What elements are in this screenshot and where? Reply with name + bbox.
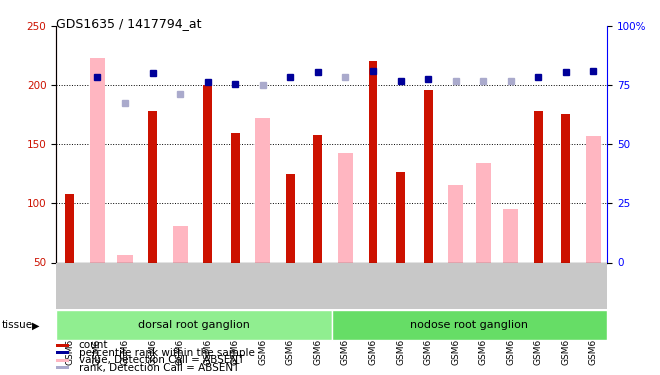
Bar bbox=[56, 344, 69, 347]
Text: count: count bbox=[79, 340, 108, 351]
Bar bbox=[117, 255, 133, 262]
Text: tissue: tissue bbox=[1, 321, 32, 330]
Bar bbox=[338, 153, 353, 262]
Bar bbox=[332, 310, 607, 340]
Text: value, Detection Call = ABSENT: value, Detection Call = ABSENT bbox=[79, 356, 244, 365]
Text: rank, Detection Call = ABSENT: rank, Detection Call = ABSENT bbox=[79, 363, 239, 373]
Bar bbox=[172, 226, 187, 262]
Bar bbox=[503, 209, 518, 262]
Bar bbox=[424, 90, 432, 262]
Bar bbox=[255, 118, 271, 262]
Bar bbox=[56, 366, 69, 369]
Bar bbox=[476, 163, 491, 262]
Text: GDS1635 / 1417794_at: GDS1635 / 1417794_at bbox=[56, 17, 201, 30]
Bar bbox=[562, 114, 570, 262]
Bar bbox=[534, 111, 543, 262]
Bar bbox=[314, 135, 322, 262]
Text: ▶: ▶ bbox=[32, 321, 39, 330]
Bar bbox=[56, 359, 69, 362]
Bar bbox=[231, 132, 240, 262]
Bar bbox=[586, 136, 601, 262]
Bar bbox=[65, 194, 75, 262]
Bar bbox=[368, 60, 378, 262]
Bar bbox=[396, 171, 405, 262]
Bar bbox=[148, 111, 157, 262]
Bar bbox=[203, 85, 212, 262]
Text: percentile rank within the sample: percentile rank within the sample bbox=[79, 348, 255, 358]
Bar bbox=[56, 310, 332, 340]
Bar bbox=[448, 184, 463, 262]
Text: nodose root ganglion: nodose root ganglion bbox=[411, 320, 529, 330]
Bar bbox=[56, 351, 69, 354]
Bar bbox=[286, 174, 295, 262]
Bar bbox=[90, 58, 105, 262]
Text: dorsal root ganglion: dorsal root ganglion bbox=[138, 320, 250, 330]
